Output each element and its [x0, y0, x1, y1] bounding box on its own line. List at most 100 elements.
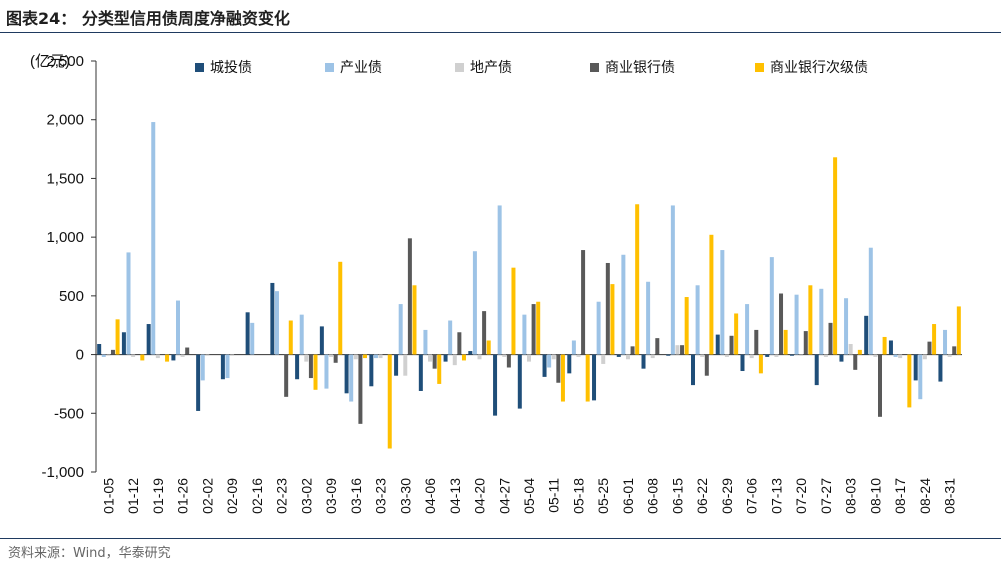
y-tick-label: 2,000: [46, 112, 84, 129]
bar: [715, 334, 720, 355]
bar: [556, 354, 561, 383]
bar: [185, 347, 190, 355]
legend-swatch: [590, 63, 599, 72]
legend-label: 地产债: [470, 60, 512, 76]
x-tick-label: 08-03: [843, 478, 859, 514]
x-tick-label: 06-22: [694, 478, 710, 514]
bar: [691, 354, 695, 386]
x-tick-label: 04-27: [496, 478, 512, 514]
bar: [443, 354, 448, 362]
bar: [913, 354, 918, 381]
x-tick-label: 07-27: [818, 478, 834, 514]
bar: [472, 251, 477, 355]
bar: [437, 354, 442, 384]
bar: [585, 354, 590, 402]
bar: [576, 354, 581, 357]
bar: [338, 261, 343, 355]
x-tick-label: 05-04: [521, 478, 537, 514]
bar: [284, 354, 289, 397]
bar: [324, 354, 329, 389]
bar: [448, 320, 453, 355]
x-tick-label: 01-26: [175, 478, 191, 514]
x-tick-label: 07-20: [793, 478, 809, 514]
bar: [506, 354, 511, 368]
x-tick-label: 08-17: [892, 478, 908, 514]
y-tick-label: 1,000: [46, 229, 84, 246]
bar: [571, 340, 576, 355]
bar: [407, 238, 412, 355]
x-tick-label: 07-13: [768, 478, 784, 514]
bar: [621, 254, 626, 355]
bar: [482, 311, 487, 355]
legend-label: 商业银行债: [605, 60, 675, 76]
bar: [131, 354, 136, 357]
y-tick-label: -500: [54, 405, 84, 422]
bar: [502, 354, 507, 357]
bar: [155, 354, 160, 359]
chart-axes: -1,000 -500 0 500 1,000 1,500 2,000 2,500(亿元) 01…: [30, 53, 962, 514]
bar: [363, 354, 367, 359]
bar: [304, 354, 309, 362]
figure-title: 图表24： 分类型信用债周度净融资变化: [6, 9, 290, 28]
bar: [581, 250, 586, 355]
bar: [394, 354, 399, 376]
bar: [333, 354, 338, 363]
bar: [729, 335, 734, 355]
bar: [765, 354, 770, 357]
bar: [873, 354, 878, 357]
bar: [680, 345, 685, 355]
bar: [313, 354, 318, 390]
x-tick-label: 07-06: [744, 478, 760, 514]
x-tick-label: 03-02: [298, 478, 314, 514]
bar: [700, 354, 705, 357]
bar: [625, 354, 630, 360]
bar: [412, 285, 417, 355]
x-tick-label: 03-09: [323, 478, 339, 514]
bar: [646, 281, 651, 355]
bar: [180, 354, 185, 357]
bar: [121, 332, 126, 355]
bar: [803, 331, 808, 355]
bar: [720, 250, 725, 355]
bar: [560, 354, 565, 402]
bar: [270, 282, 275, 355]
x-tick-label: 05-18: [570, 478, 586, 514]
bar: [724, 354, 729, 357]
bar: [758, 354, 763, 374]
bar: [378, 354, 383, 359]
bar: [527, 354, 531, 362]
bar: [497, 205, 502, 355]
bar: [477, 354, 482, 360]
bar: [844, 298, 849, 355]
bar: [349, 354, 354, 402]
title-rule: [0, 32, 1001, 33]
bar: [308, 354, 313, 379]
bar: [245, 312, 250, 355]
legend-label: 城投债: [210, 60, 252, 76]
x-tick-label: 08-31: [942, 478, 958, 514]
bar: [151, 122, 156, 355]
legend-swatch: [325, 63, 334, 72]
y-tick-label: 2,500: [46, 53, 84, 70]
chart-legend: 城投债 产业债 地产债 商业银行债 商业银行次级债: [195, 60, 868, 76]
bar: [641, 354, 646, 369]
bar: [542, 354, 547, 377]
bar: [943, 329, 948, 355]
bar: [769, 257, 774, 355]
bar: [907, 354, 912, 408]
bar: [655, 338, 660, 355]
bar: [823, 354, 828, 357]
bar: [819, 288, 824, 355]
bar: [418, 354, 423, 391]
bar: [670, 205, 675, 355]
x-tick-label: 08-24: [917, 478, 933, 514]
bar: [205, 354, 210, 356]
y-tick-label: 1,500: [46, 170, 84, 187]
y-unit-label: (亿元): [30, 53, 70, 70]
bar: [779, 293, 784, 355]
x-tick-label: 03-30: [397, 478, 413, 514]
bar: [828, 322, 833, 355]
x-tick-label: 06-29: [719, 478, 735, 514]
bar: [799, 354, 804, 356]
bar: [115, 319, 120, 355]
